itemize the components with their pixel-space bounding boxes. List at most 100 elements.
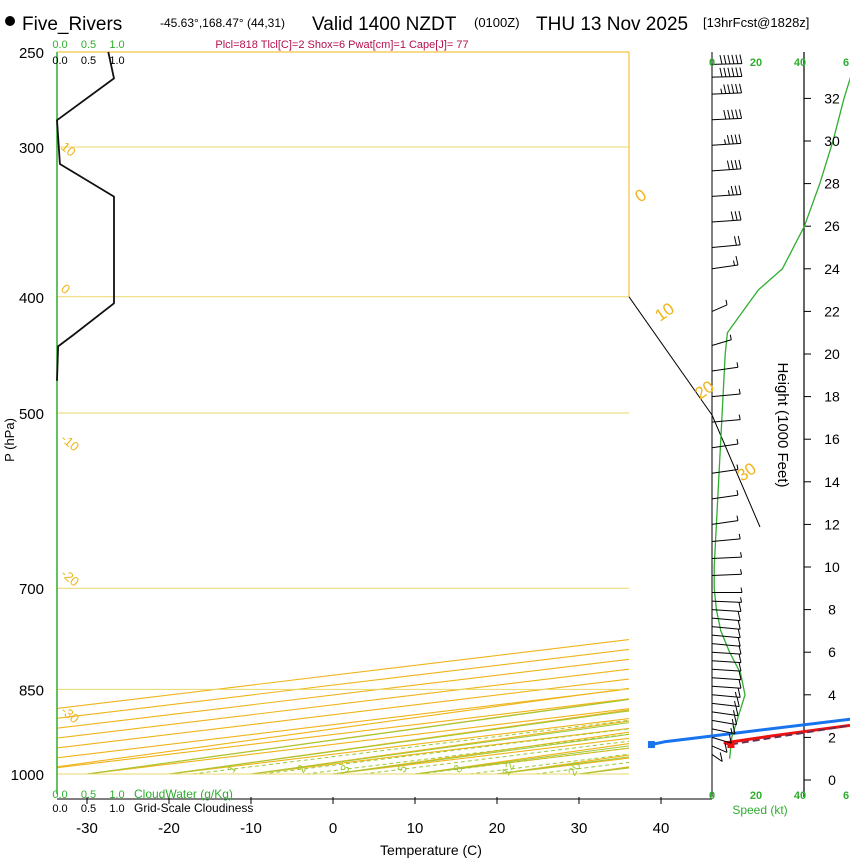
wind-barb — [712, 725, 735, 734]
y-axis-title: P (hPa) — [2, 418, 17, 462]
wind-barb-flag — [737, 697, 739, 706]
moist-adiabat-line — [661, 31, 850, 774]
wind-barb-flag — [738, 236, 740, 245]
speed-top-tick-label: 6 — [843, 57, 849, 69]
height-tick-label: 12 — [824, 516, 840, 532]
wind-barb-shaft — [712, 661, 741, 663]
utc-time: (0100Z) — [474, 15, 520, 30]
cloudwater-top-tick-label: 1.0 — [109, 39, 124, 51]
isotherm-line — [614, 9, 850, 800]
dry-adiabat-label: 0 — [58, 281, 73, 297]
wind-barb-flag — [740, 84, 742, 93]
wind-barb-flag — [724, 68, 726, 77]
wind-barb-flag — [740, 67, 742, 76]
wind-barb — [712, 134, 741, 145]
wind-barb-shaft — [712, 618, 740, 621]
wind-barb — [712, 211, 741, 222]
isotherm-label: 30 — [733, 459, 759, 485]
height-tick-label: 24 — [824, 261, 840, 277]
wind-barb-flag — [731, 212, 733, 221]
station-name: Five_Rivers — [22, 14, 122, 35]
wind-barb-flag — [740, 55, 742, 64]
wind-barb-shaft — [712, 635, 740, 638]
wind-barb-flag — [736, 707, 738, 716]
wind-barb-half-flag — [735, 701, 736, 706]
cloudwater-bottom-tick-label: 0.0 — [52, 789, 67, 801]
dry-adiabat-line — [70, 9, 850, 800]
wind-barb — [712, 552, 742, 558]
wind-barb-flag — [724, 110, 726, 119]
wind-barb — [712, 688, 740, 697]
wind-barb-flag — [732, 110, 734, 119]
wind-barb — [712, 654, 741, 663]
wind-barb-half-flag — [741, 597, 742, 602]
speed-axis-title: Speed (kt) — [732, 803, 787, 817]
cloudiness-bottom-tick-label: 1.0 — [109, 803, 124, 815]
wind-barb-flag — [732, 55, 734, 64]
wind-barb-flag — [736, 84, 738, 93]
wind-barb-flag — [728, 68, 730, 77]
wind-barb-flag — [738, 637, 740, 646]
pressure-tick-label: 400 — [19, 290, 44, 307]
wind-barb-flag — [728, 55, 730, 64]
speed-bottom-tick-label: 40 — [794, 790, 806, 802]
wind-barb-half-flag — [735, 692, 736, 697]
wind-barb — [712, 160, 741, 171]
cloudwater-bottom-tick-label: 1.0 — [109, 789, 124, 801]
cloudiness-top-tick-label: 0.5 — [81, 55, 96, 67]
temperature-tick-label: 30 — [571, 820, 588, 837]
wind-barb-flag — [739, 211, 741, 220]
data-series — [57, 52, 850, 761]
dry-adiabat-label: -20 — [58, 566, 82, 590]
wind-barb-half-flag — [734, 710, 735, 715]
wind-barb — [712, 67, 742, 77]
wind-barb-half-flag — [739, 389, 740, 394]
dry-adiabat-line — [652, 9, 850, 800]
cloudwater-top-tick-label: 0.0 — [52, 39, 67, 51]
dry-adiabat-line — [237, 9, 850, 800]
height-axis-title: Height (1000 Feet) — [774, 362, 791, 487]
mixing-ratio-label: 8 — [450, 762, 466, 775]
wind-barb — [712, 629, 740, 638]
height-tick-label: 32 — [824, 90, 840, 106]
cloudiness-line — [57, 52, 114, 381]
wind-barb-half-flag — [721, 89, 722, 94]
wind-barb-flag — [740, 109, 742, 118]
wind-barb-half-flag — [739, 534, 740, 539]
pressure-tick-label: 1000 — [11, 767, 44, 784]
dewpoint-line — [651, 52, 850, 745]
speed-bottom-tick-label: 20 — [750, 790, 762, 802]
height-tick-label: 20 — [824, 346, 840, 362]
wind-barb-half-flag — [726, 300, 727, 305]
wind-barb — [712, 588, 742, 593]
wind-barb-flag — [727, 161, 729, 170]
wind-barb-flag — [739, 654, 741, 663]
wind-barb-half-flag — [741, 552, 742, 557]
isotherm-line — [40, 9, 850, 800]
wind-barb — [712, 236, 740, 248]
cloudwater-bottom-tick-label: 0.5 — [81, 789, 96, 801]
wind-barb — [712, 415, 740, 423]
wind-barb-shaft — [712, 601, 742, 602]
wind-barb-flag — [731, 160, 733, 169]
wind-barb-shaft — [712, 652, 741, 654]
wind-barb-flag — [735, 211, 737, 220]
wind-barb — [712, 185, 741, 196]
temperature-tick-label: 10 — [407, 820, 424, 837]
wind-barb — [712, 569, 742, 575]
wind-barb-half-flag — [730, 335, 731, 340]
wind-barb — [712, 697, 739, 706]
wind-barb-flag — [739, 134, 741, 143]
wind-barb-flag — [727, 135, 729, 144]
moist-adiabat-line — [251, 31, 850, 774]
speed-bottom-tick-label: 0 — [709, 790, 715, 802]
wind-barb-half-flag — [741, 569, 742, 574]
wind-barb — [712, 109, 742, 119]
wind-barb-flag — [720, 55, 722, 64]
wind-barb-flag — [739, 160, 741, 169]
cloudiness-bottom-tick-label: 0.5 — [81, 803, 96, 815]
wind-barb-flag — [739, 185, 741, 194]
wind-barb-flag — [738, 620, 740, 629]
isotherm-label: 10 — [651, 299, 677, 325]
wind-barb-shaft — [712, 574, 742, 575]
